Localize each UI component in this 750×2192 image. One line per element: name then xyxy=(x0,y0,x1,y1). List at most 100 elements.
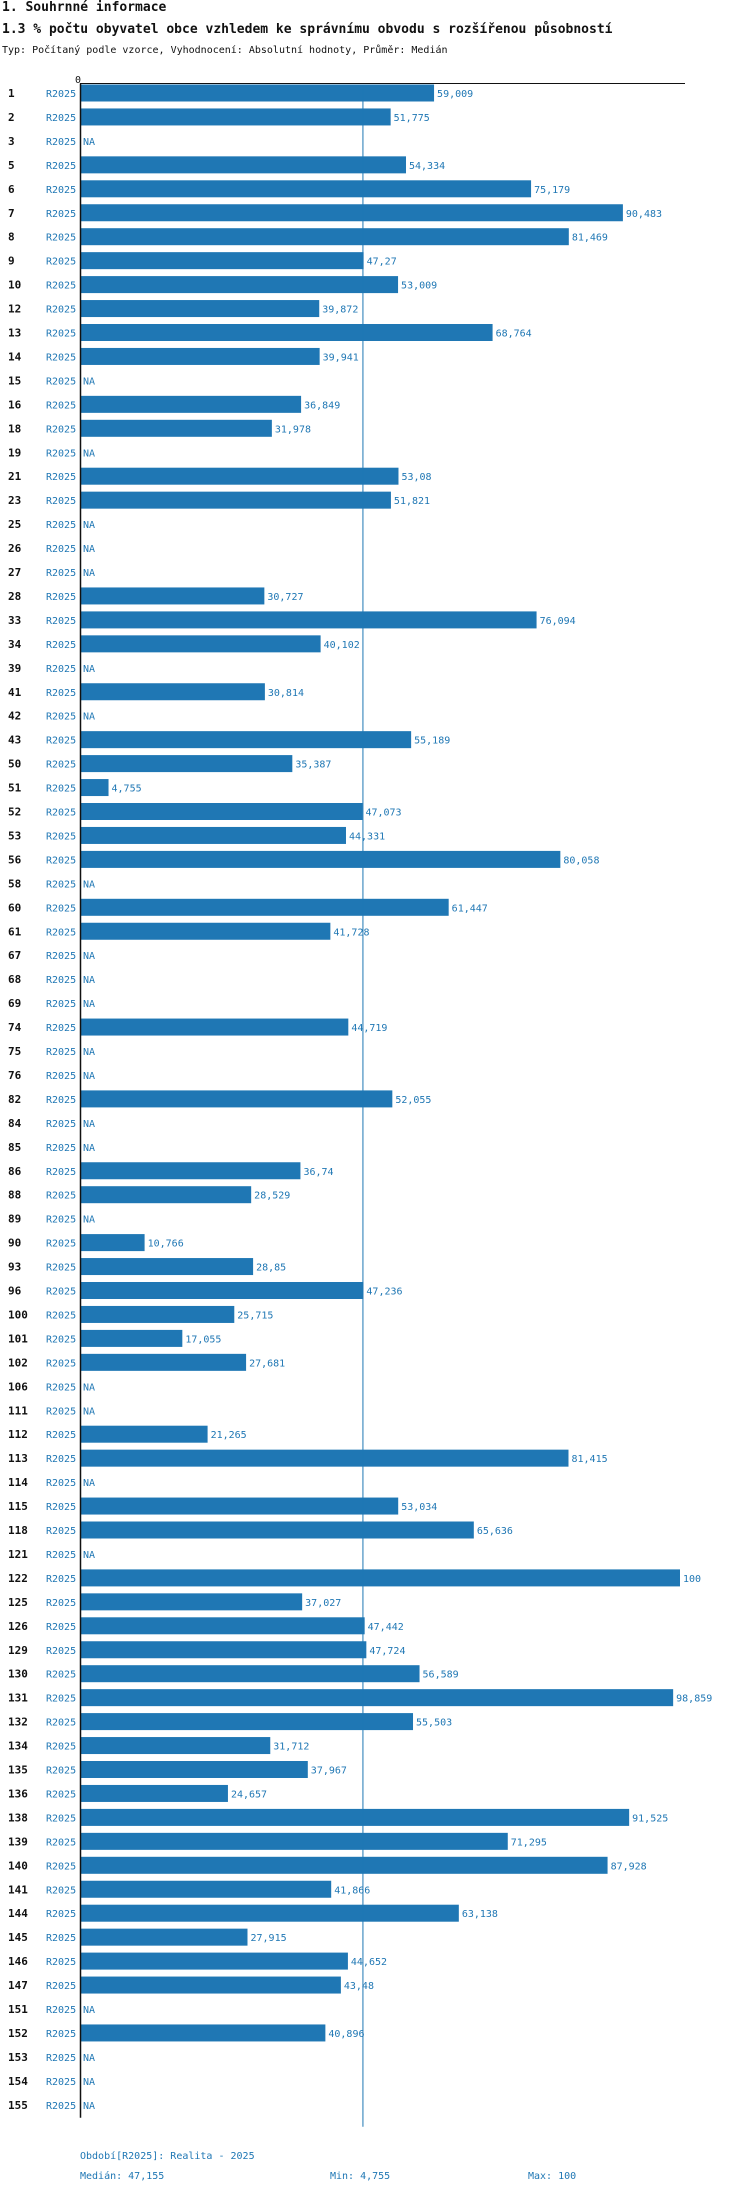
series-label: R2025 xyxy=(46,2053,76,2064)
series-label: R2025 xyxy=(46,1957,76,1968)
series-label: R2025 xyxy=(46,1885,76,1896)
value-label: 43,48 xyxy=(344,1981,374,1992)
bar xyxy=(80,324,493,341)
bar xyxy=(80,180,532,198)
series-label: R2025 xyxy=(46,975,76,986)
category-label: 140 xyxy=(8,1859,28,1872)
series-label: R2025 xyxy=(46,640,76,651)
value-label: 59,009 xyxy=(437,89,473,100)
series-label: R2025 xyxy=(46,999,76,1010)
category-label: 112 xyxy=(8,1428,28,1441)
category-label: 131 xyxy=(8,1692,28,1705)
bar xyxy=(80,1641,367,1659)
category-label: 118 xyxy=(8,1524,28,1537)
series-label: R2025 xyxy=(46,1789,76,1800)
bar xyxy=(80,1856,608,1874)
series-label: R2025 xyxy=(46,1909,76,1920)
value-label: 44,719 xyxy=(351,1023,387,1034)
bar xyxy=(80,1808,630,1826)
series-label: R2025 xyxy=(46,1191,76,1202)
bar xyxy=(80,611,537,629)
series-label: R2025 xyxy=(46,281,76,292)
series-label: R2025 xyxy=(46,1478,76,1489)
value-label: 44,652 xyxy=(351,1957,387,1968)
category-label: 111 xyxy=(8,1404,28,1417)
series-label: R2025 xyxy=(46,927,76,938)
series-label: R2025 xyxy=(46,1646,76,1657)
value-label: 21,265 xyxy=(211,1430,247,1441)
value-label: 53,08 xyxy=(401,472,431,483)
bar xyxy=(80,1784,228,1802)
category-label: 85 xyxy=(8,1141,21,1154)
na-label: NA xyxy=(83,1215,95,1226)
bar xyxy=(80,587,265,605)
series-label: R2025 xyxy=(46,784,76,795)
na-label: NA xyxy=(83,2077,95,2088)
series-label: R2025 xyxy=(46,903,76,914)
series-label: R2025 xyxy=(46,616,76,627)
category-label: 106 xyxy=(8,1380,28,1393)
category-label: 41 xyxy=(8,686,22,699)
value-label: 37,027 xyxy=(305,1598,341,1609)
value-label: 36,74 xyxy=(303,1167,333,1178)
category-label: 21 xyxy=(8,470,22,483)
bar xyxy=(80,683,265,701)
value-label: 63,138 xyxy=(462,1909,498,1920)
category-label: 121 xyxy=(8,1548,28,1561)
bar xyxy=(80,1186,252,1204)
bar xyxy=(80,850,561,868)
category-label: 130 xyxy=(8,1668,28,1681)
series-label: R2025 xyxy=(46,1502,76,1513)
category-label: 89 xyxy=(8,1213,21,1226)
category-label: 7 xyxy=(8,207,15,220)
value-label: 90,483 xyxy=(626,209,662,220)
category-label: 16 xyxy=(8,398,22,411)
value-label: 52,055 xyxy=(395,1095,431,1106)
series-label: R2025 xyxy=(46,1430,76,1441)
na-label: NA xyxy=(83,568,95,579)
bar xyxy=(80,395,302,413)
footer-min: Min: 4,755 xyxy=(330,2171,390,2182)
value-label: 76,094 xyxy=(540,616,576,627)
series-label: R2025 xyxy=(46,688,76,699)
na-label: NA xyxy=(83,448,95,459)
bar xyxy=(80,1952,348,1970)
value-label: 53,034 xyxy=(401,1502,437,1513)
category-label: 14 xyxy=(8,350,22,363)
bar xyxy=(80,803,363,820)
bar xyxy=(80,1425,208,1443)
series-label: R2025 xyxy=(46,592,76,603)
value-label: 65,636 xyxy=(477,1526,513,1537)
series-label: R2025 xyxy=(46,1406,76,1417)
na-label: NA xyxy=(83,2101,95,2112)
category-label: 61 xyxy=(8,925,22,938)
bar xyxy=(80,1737,271,1755)
category-label: 53 xyxy=(8,829,21,842)
category-label: 145 xyxy=(8,1931,28,1944)
series-label: R2025 xyxy=(46,496,76,507)
bar xyxy=(80,1305,235,1323)
category-label: 39 xyxy=(8,662,21,675)
category-label: 134 xyxy=(8,1740,28,1753)
footer-period: Období[R2025]: Realita - 2025 xyxy=(80,2150,255,2162)
category-label: 132 xyxy=(8,1716,28,1729)
value-label: 61,447 xyxy=(452,903,488,914)
category-label: 15 xyxy=(8,374,21,387)
value-label: 55,503 xyxy=(416,1718,452,1729)
axis-zero-label: 0 xyxy=(75,75,81,86)
bar xyxy=(80,108,391,126)
category-label: 1 xyxy=(8,87,15,100)
value-label: 44,331 xyxy=(349,831,385,842)
series-label: R2025 xyxy=(46,1358,76,1369)
value-label: 31,712 xyxy=(273,1742,309,1753)
na-label: NA xyxy=(83,544,95,555)
category-label: 69 xyxy=(8,997,21,1010)
series-label: R2025 xyxy=(46,1813,76,1824)
bar xyxy=(80,898,449,916)
category-label: 3 xyxy=(8,135,15,148)
na-label: NA xyxy=(83,1119,95,1130)
series-label: R2025 xyxy=(46,1622,76,1633)
category-label: 126 xyxy=(8,1620,28,1633)
series-label: R2025 xyxy=(46,2005,76,2016)
bar xyxy=(80,1976,341,1994)
